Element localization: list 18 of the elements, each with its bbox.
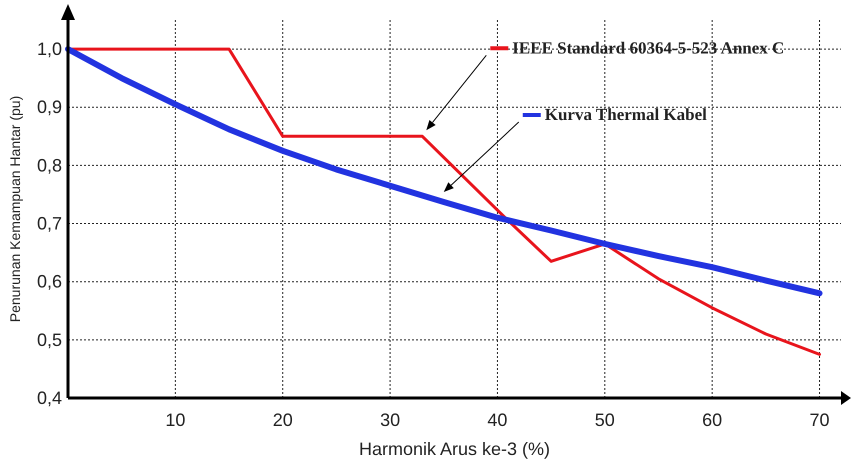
x-tick-label: 70 (810, 410, 830, 430)
x-tick-label: 50 (594, 410, 615, 430)
y-tick-label: 0,4 (36, 388, 62, 408)
y-tick-label: 0,9 (36, 97, 62, 118)
y-tick-label: 0,5 (36, 330, 62, 350)
legend-label: Kurva Thermal Kabel (544, 105, 708, 124)
y-tick-label: 1,0 (36, 39, 62, 60)
x-tick-label: 10 (165, 410, 186, 430)
x-tick-label: 20 (272, 410, 293, 430)
x-tick-label: 30 (380, 410, 400, 430)
legend-label: IEEE Standard 60364-5-523 Annex C (512, 38, 784, 58)
y-axis-title: Penurunan Kemampuan Hantar (pu) (7, 96, 23, 322)
x-axis-title: Harmonik Arus ke-3 (%) (358, 439, 550, 459)
x-tick-label: 60 (702, 410, 722, 430)
x-tick-label: 40 (487, 410, 508, 430)
y-tick-label: 0,7 (36, 214, 62, 234)
y-tick-label: 0,8 (36, 155, 62, 176)
y-tick-label: 0,6 (36, 272, 62, 292)
